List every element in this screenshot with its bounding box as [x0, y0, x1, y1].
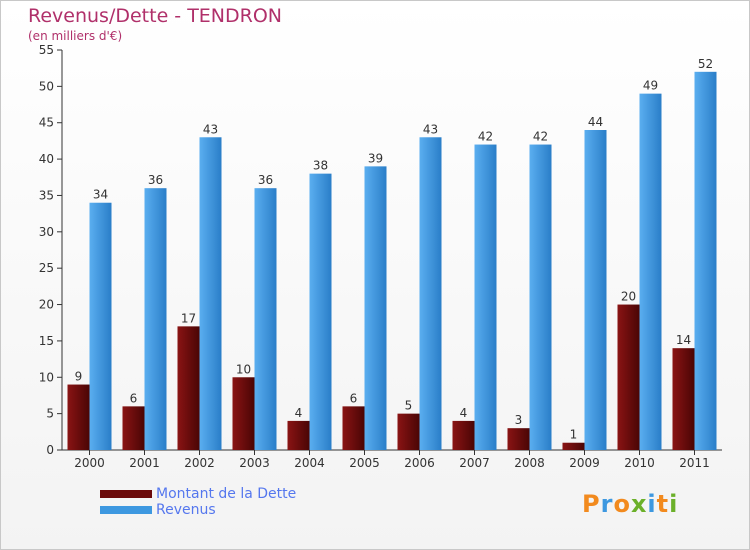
bar-revenus: [199, 137, 222, 451]
legend-swatch-revenus: [100, 506, 152, 514]
data-label-dette: 1: [570, 428, 578, 442]
bar-dette: [232, 377, 255, 450]
bar-dette: [672, 348, 695, 450]
data-label-revenus: 39: [368, 151, 383, 165]
bar-revenus: [584, 130, 607, 450]
bar-revenus: [309, 173, 332, 451]
logo-letter: r: [600, 490, 614, 518]
logo-letter: o: [613, 490, 631, 518]
bar-revenus: [254, 188, 277, 450]
y-tick-label: 5: [46, 407, 54, 421]
logo-letter: i: [669, 490, 679, 518]
logo-letter: x: [630, 490, 648, 518]
data-label-dette: 4: [460, 406, 468, 420]
data-label-dette: 14: [676, 333, 691, 347]
x-tick-label: 2000: [74, 456, 105, 470]
y-tick-label: 55: [39, 43, 54, 57]
data-label-dette: 17: [181, 311, 196, 325]
bar-dette: [452, 420, 475, 450]
bar-revenus: [529, 144, 552, 450]
x-tick-label: 2004: [294, 456, 325, 470]
data-label-revenus: 43: [423, 122, 438, 136]
data-label-dette: 3: [515, 413, 523, 427]
x-tick-label: 2002: [184, 456, 215, 470]
logo-letter: P: [582, 490, 601, 518]
y-tick-label: 30: [39, 225, 54, 239]
legend-label-revenus: Revenus: [156, 502, 216, 518]
legend-swatch-dette: [100, 490, 152, 498]
x-tick-label: 2001: [129, 456, 160, 470]
bar-revenus: [694, 71, 717, 451]
y-tick-label: 35: [39, 188, 54, 202]
x-tick-label: 2007: [459, 456, 490, 470]
bar-dette: [177, 326, 200, 450]
x-tick-label: 2009: [569, 456, 600, 470]
data-label-revenus: 42: [478, 130, 493, 144]
x-tick-label: 2008: [514, 456, 545, 470]
data-label-dette: 6: [350, 391, 358, 405]
data-label-revenus: 42: [533, 130, 548, 144]
bar-dette: [67, 384, 90, 450]
bar-dette: [122, 406, 145, 450]
bar-dette: [507, 428, 530, 450]
y-tick-label: 20: [39, 298, 54, 312]
x-tick-label: 2010: [624, 456, 655, 470]
y-tick-label: 40: [39, 152, 54, 166]
bar-dette: [617, 304, 640, 450]
data-label-dette: 10: [236, 362, 251, 376]
data-label-revenus: 52: [698, 57, 713, 71]
x-tick-label: 2011: [679, 456, 710, 470]
y-tick-label: 0: [46, 443, 54, 457]
legend-item-dette: Montant de la Dette: [100, 486, 296, 502]
data-label-revenus: 36: [258, 173, 273, 187]
chart-subtitle: (en milliers d'€): [28, 29, 123, 43]
data-label-dette: 4: [295, 406, 303, 420]
x-tick-label: 2006: [404, 456, 435, 470]
data-label-dette: 5: [405, 399, 413, 413]
y-tick-label: 45: [39, 116, 54, 130]
y-tick-label: 15: [39, 334, 54, 348]
logo-letter: t: [656, 490, 670, 518]
data-label-revenus: 43: [203, 122, 218, 136]
bar-revenus: [474, 144, 497, 450]
y-tick-label: 10: [39, 370, 54, 384]
bar-dette: [287, 420, 310, 450]
x-tick-label: 2005: [349, 456, 380, 470]
x-tick-label: 2003: [239, 456, 270, 470]
data-label-revenus: 44: [588, 115, 603, 129]
data-label-dette: 9: [75, 370, 83, 384]
data-label-revenus: 38: [313, 159, 328, 173]
bar-revenus: [144, 188, 167, 450]
bar-dette: [397, 413, 420, 450]
logo-letter: i: [647, 490, 657, 518]
data-label-revenus: 36: [148, 173, 163, 187]
chart-legend: Montant de la Dette Revenus: [100, 486, 296, 518]
bar-revenus: [419, 137, 442, 451]
data-label-dette: 20: [621, 290, 636, 304]
chart-title: Revenus/Dette - TENDRON: [28, 5, 283, 27]
bar-dette: [342, 406, 365, 450]
y-tick-label: 25: [39, 261, 54, 275]
bar-dette: [562, 442, 585, 450]
bar-revenus: [89, 202, 112, 450]
bar-revenus: [364, 166, 387, 450]
legend-label-dette: Montant de la Dette: [156, 486, 297, 502]
data-label-revenus: 34: [93, 188, 108, 202]
data-label-dette: 6: [130, 391, 138, 405]
data-label-revenus: 49: [643, 79, 658, 93]
legend-item-revenus: Revenus: [100, 502, 296, 518]
y-tick-label: 50: [39, 79, 54, 93]
proxiti-logo: Proxiti: [582, 490, 678, 518]
bar-revenus: [639, 93, 662, 451]
